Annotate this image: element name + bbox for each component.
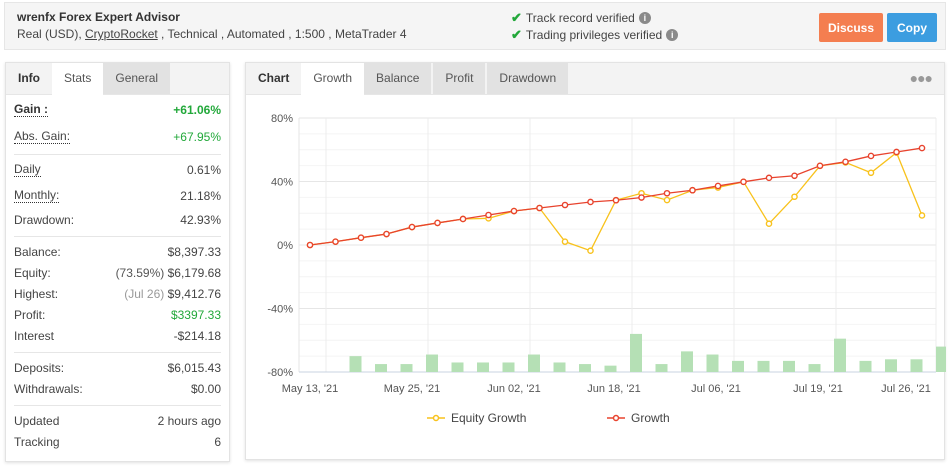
legend-growth[interactable]: Growth — [606, 411, 670, 425]
verification-label: Track record verified — [525, 11, 635, 25]
daily-label[interactable]: Daily — [14, 161, 41, 177]
more-dots-icon[interactable]: ●●● — [909, 70, 933, 86]
drawdown-value: 42.93% — [180, 212, 221, 227]
updated-label: Updated — [14, 413, 60, 428]
svg-text:0%: 0% — [277, 240, 293, 252]
account-type: Real (USD), — [17, 27, 86, 41]
equity-value: (73.59%) $6,179.68 — [116, 266, 221, 280]
highest-label: Highest: — [14, 286, 59, 301]
legend-label: Equity Growth — [451, 411, 527, 425]
page-header: wrenfx Forex Expert Advisor Real (USD), … — [4, 2, 946, 50]
svg-text:80%: 80% — [271, 113, 293, 125]
stat-interest: Interest -$214.18 — [14, 325, 221, 346]
highest-amount: $9,412.76 — [167, 286, 221, 301]
svg-text:Jul 19, '21: Jul 19, '21 — [793, 383, 843, 395]
stat-updated: Updated 2 hours ago — [14, 410, 221, 431]
tab-general[interactable]: General — [103, 63, 171, 94]
gain-label[interactable]: Gain : — [14, 101, 49, 117]
stat-daily: Daily 0.61% — [14, 159, 221, 180]
updated-value: 2 hours ago — [157, 413, 221, 428]
divider — [14, 352, 221, 353]
check-icon: ✔ — [511, 10, 522, 25]
chart-panel: Chart Growth Balance Profit Drawdown ●●●… — [245, 62, 946, 460]
highest-date: (Jul 26) — [124, 286, 165, 301]
tab-stats[interactable]: Stats — [52, 63, 104, 95]
legend-equity-growth[interactable]: Equity Growth — [426, 411, 526, 425]
svg-text:40%: 40% — [271, 177, 293, 189]
profit-value: $3397.33 — [170, 307, 221, 322]
tab-growth[interactable]: Growth — [301, 63, 365, 95]
stat-gain: Gain : +61.06% — [14, 99, 221, 120]
highest-value: (Jul 26) $9,412.76 — [124, 287, 221, 301]
gain-value: +61.06% — [173, 102, 221, 117]
growth-marker-icon — [607, 414, 625, 422]
check-icon: ✔ — [511, 27, 522, 42]
info-icon[interactable]: i — [666, 29, 679, 41]
equity-amount: $6,179.68 — [167, 265, 221, 280]
legend-label: Growth — [631, 411, 670, 425]
stat-equity: Equity: (73.59%) $6,179.68 — [14, 262, 221, 283]
monthly-value: 21.18% — [180, 188, 221, 203]
interest-label: Interest — [14, 328, 55, 343]
drawdown-label: Drawdown: — [14, 212, 75, 227]
interest-value: -$214.18 — [173, 328, 221, 343]
svg-text:May 25, '21: May 25, '21 — [384, 383, 441, 395]
equity-label: Equity: — [14, 265, 51, 280]
growth-chart[interactable]: 80% 40% 0% -40% -80% May 13, '21 May 25, '21 Ju… — [246, 95, 946, 413]
system-attributes: , Technical , Automated , 1:500 , MetaTr… — [157, 27, 407, 41]
daily-value: 0.61% — [186, 162, 221, 177]
svg-text:Jun 02, '21: Jun 02, '21 — [487, 383, 540, 395]
withdrawals-label: Withdrawals: — [14, 381, 83, 396]
system-subtitle: Real (USD), CryptoRocket , Technical , A… — [17, 27, 407, 41]
svg-text:-80%: -80% — [267, 367, 293, 379]
discuss-button[interactable]: Discuss — [819, 13, 883, 42]
stat-deposits: Deposits: $6,015.43 — [14, 357, 221, 378]
monthly-label[interactable]: Monthly: — [14, 187, 60, 203]
stats-tabs: Info Stats General — [6, 63, 229, 95]
equity-growth-marker-icon — [427, 414, 445, 422]
chart-tabs: Chart Growth Balance Profit Drawdown ●●● — [246, 63, 944, 95]
trading-privileges-verified: ✔ Trading privileges verified i — [511, 27, 679, 43]
stat-tracking: Tracking 6 — [14, 431, 221, 452]
svg-text:Jul 06, '21: Jul 06, '21 — [691, 383, 741, 395]
stat-monthly: Monthly: 21.18% — [14, 185, 221, 206]
verification-label: Trading privileges verified — [525, 28, 663, 42]
tab-drawdown[interactable]: Drawdown — [487, 63, 569, 94]
equity-percent: (73.59%) — [115, 265, 165, 280]
abs-gain-value: +67.95% — [173, 129, 221, 144]
tracking-value: 6 — [214, 434, 221, 449]
stat-abs-gain: Abs. Gain: +67.95% — [14, 126, 221, 147]
deposits-value: $6,015.43 — [167, 360, 221, 375]
system-title: wrenfx Forex Expert Advisor — [17, 10, 180, 24]
tab-balance[interactable]: Balance — [364, 63, 432, 94]
withdrawals-value: $0.00 — [190, 381, 221, 396]
stat-withdrawals: Withdrawals: $0.00 — [14, 378, 221, 399]
stats-list: Gain : +61.06% Abs. Gain: +67.95% Daily … — [6, 99, 229, 452]
broker-link[interactable]: CryptoRocket — [85, 27, 158, 41]
stat-balance: Balance: $8,397.33 — [14, 241, 221, 262]
divider — [14, 236, 221, 237]
svg-text:-40%: -40% — [267, 304, 293, 316]
svg-text:Jul 26, '21: Jul 26, '21 — [881, 383, 931, 395]
stat-profit: Profit: $3397.33 — [14, 304, 221, 325]
profit-label: Profit: — [14, 307, 46, 322]
tracking-label: Tracking — [14, 434, 60, 449]
stat-drawdown: Drawdown: 42.93% — [14, 209, 221, 230]
tab-info[interactable]: Info — [6, 63, 52, 94]
tab-profit[interactable]: Profit — [433, 63, 486, 94]
stat-highest: Highest: (Jul 26) $9,412.76 — [14, 283, 221, 304]
divider — [14, 405, 221, 406]
deposits-label: Deposits: — [14, 360, 65, 375]
track-record-verified: ✔ Track record verified i — [511, 10, 651, 26]
stats-panel: Info Stats General Gain : +61.06% Abs. G… — [5, 62, 230, 462]
abs-gain-label[interactable]: Abs. Gain: — [14, 128, 71, 144]
info-icon[interactable]: i — [638, 12, 651, 24]
tab-chart[interactable]: Chart — [246, 63, 302, 94]
balance-value: $8,397.33 — [167, 244, 221, 259]
balance-label: Balance: — [14, 244, 61, 259]
divider — [14, 154, 221, 155]
copy-button[interactable]: Copy — [887, 13, 937, 42]
svg-text:May 13, '21: May 13, '21 — [282, 383, 339, 395]
svg-text:Jun 18, '21: Jun 18, '21 — [587, 383, 640, 395]
